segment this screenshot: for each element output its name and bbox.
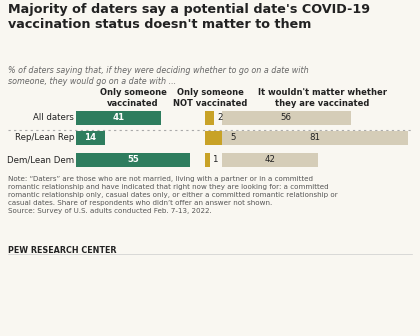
Text: Only someone
vaccinated: Only someone vaccinated	[100, 88, 166, 108]
Text: Only someone
NOT vaccinated: Only someone NOT vaccinated	[173, 88, 247, 108]
Bar	[205, 153, 210, 167]
Text: 2: 2	[217, 114, 223, 123]
Bar	[205, 111, 214, 125]
Text: Rep/Lean Rep: Rep/Lean Rep	[15, 133, 74, 142]
Text: 14: 14	[84, 133, 97, 142]
Text: All daters: All daters	[33, 114, 74, 123]
Text: PEW RESEARCH CENTER: PEW RESEARCH CENTER	[8, 246, 116, 255]
Text: It wouldn't matter whether
they are vaccinated: It wouldn't matter whether they are vacc…	[257, 88, 386, 108]
Text: 56: 56	[281, 114, 292, 123]
Text: 55: 55	[127, 156, 139, 165]
Bar	[76, 153, 190, 167]
Text: 42: 42	[265, 156, 276, 165]
Text: 81: 81	[310, 133, 320, 142]
Bar	[76, 131, 105, 145]
Bar	[76, 111, 161, 125]
Text: Majority of daters say a potential date's COVID-19
vaccination status doesn't ma: Majority of daters say a potential date'…	[8, 3, 370, 32]
Text: % of daters saying that, if they were deciding whether to go on a date with
some: % of daters saying that, if they were de…	[8, 66, 309, 86]
Bar	[222, 131, 408, 145]
Text: 1: 1	[213, 156, 218, 165]
Bar	[222, 111, 351, 125]
Text: 5: 5	[231, 133, 236, 142]
Bar	[205, 131, 228, 145]
Text: Dem/Lean Dem: Dem/Lean Dem	[7, 156, 74, 165]
Bar	[222, 153, 318, 167]
Text: Note: “Daters” are those who are not married, living with a partner or in a comm: Note: “Daters” are those who are not mar…	[8, 176, 338, 214]
Text: 41: 41	[113, 114, 125, 123]
